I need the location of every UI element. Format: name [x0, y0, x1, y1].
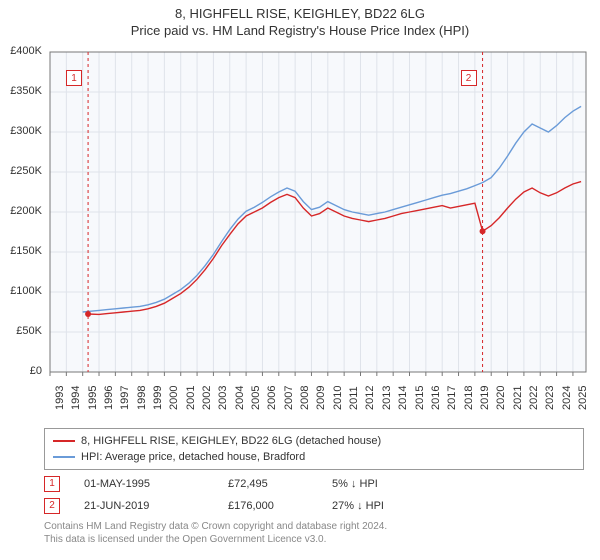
x-tick-label: 2024 — [561, 386, 573, 410]
y-tick-label: £50K — [2, 325, 42, 337]
y-tick-label: £150K — [2, 245, 42, 257]
x-tick-label: 2012 — [364, 386, 376, 410]
x-tick-label: 2023 — [544, 386, 556, 410]
x-tick-label: 2003 — [217, 386, 229, 410]
y-tick-label: £0 — [2, 365, 42, 377]
x-tick-label: 1996 — [103, 386, 115, 410]
plot-marker-badge: 2 — [461, 70, 477, 86]
x-tick-label: 2015 — [414, 386, 426, 410]
x-tick-label: 2008 — [299, 386, 311, 410]
marker-badge-1: 1 — [44, 476, 60, 492]
legend-row-price-paid: 8, HIGHFELL RISE, KEIGHLEY, BD22 6LG (de… — [53, 433, 575, 449]
line-chart-svg — [0, 44, 600, 424]
title-block: 8, HIGHFELL RISE, KEIGHLEY, BD22 6LG Pri… — [0, 0, 600, 38]
x-tick-label: 2025 — [577, 386, 589, 410]
chart-container: 8, HIGHFELL RISE, KEIGHLEY, BD22 6LG Pri… — [0, 0, 600, 560]
legend-swatch-hpi — [53, 456, 75, 458]
marker-price-1: £72,495 — [228, 478, 308, 490]
x-tick-label: 2009 — [315, 386, 327, 410]
x-tick-label: 1997 — [119, 386, 131, 410]
x-tick-label: 1993 — [54, 386, 66, 410]
marker-price-2: £176,000 — [228, 500, 308, 512]
legend-label-hpi: HPI: Average price, detached house, Brad… — [81, 449, 305, 465]
x-tick-label: 2002 — [201, 386, 213, 410]
x-tick-label: 1994 — [70, 386, 82, 410]
attribution-line1: Contains HM Land Registry data © Crown c… — [44, 520, 584, 533]
x-tick-label: 2006 — [266, 386, 278, 410]
marker-row-2: 2 21-JUN-2019 £176,000 27% ↓ HPI — [44, 498, 584, 514]
x-tick-label: 2013 — [381, 386, 393, 410]
x-tick-label: 2007 — [283, 386, 295, 410]
legend-row-hpi: HPI: Average price, detached house, Brad… — [53, 449, 575, 465]
marker-badge-2-text: 2 — [49, 501, 55, 511]
attribution-line2: This data is licensed under the Open Gov… — [44, 533, 584, 546]
x-tick-label: 2010 — [332, 386, 344, 410]
title-address: 8, HIGHFELL RISE, KEIGHLEY, BD22 6LG — [0, 6, 600, 21]
y-tick-label: £250K — [2, 165, 42, 177]
x-tick-label: 2014 — [397, 386, 409, 410]
x-tick-label: 2005 — [250, 386, 262, 410]
legend-swatch-price-paid — [53, 440, 75, 442]
x-tick-label: 2018 — [463, 386, 475, 410]
marker-pct-1: 5% ↓ HPI — [332, 478, 442, 490]
x-tick-label: 2020 — [495, 386, 507, 410]
marker-badge-1-text: 1 — [49, 479, 55, 489]
y-tick-label: £350K — [2, 85, 42, 97]
x-tick-label: 2000 — [168, 386, 180, 410]
title-subtitle: Price paid vs. HM Land Registry's House … — [0, 23, 600, 38]
x-tick-label: 2019 — [479, 386, 491, 410]
x-tick-label: 2004 — [234, 386, 246, 410]
legend-box: 8, HIGHFELL RISE, KEIGHLEY, BD22 6LG (de… — [44, 428, 584, 470]
plot-marker-badge: 1 — [66, 70, 82, 86]
marker-pct-2: 27% ↓ HPI — [332, 500, 442, 512]
x-tick-label: 2022 — [528, 386, 540, 410]
x-tick-label: 1995 — [87, 386, 99, 410]
y-tick-label: £200K — [2, 205, 42, 217]
attribution-text: Contains HM Land Registry data © Crown c… — [44, 520, 584, 546]
legend-label-price-paid: 8, HIGHFELL RISE, KEIGHLEY, BD22 6LG (de… — [81, 433, 381, 449]
x-tick-label: 1999 — [152, 386, 164, 410]
y-tick-label: £300K — [2, 125, 42, 137]
x-tick-label: 2021 — [512, 386, 524, 410]
marker-date-2: 21-JUN-2019 — [84, 500, 204, 512]
marker-row-1: 1 01-MAY-1995 £72,495 5% ↓ HPI — [44, 476, 584, 492]
marker-date-1: 01-MAY-1995 — [84, 478, 204, 490]
sale-markers-block: 1 01-MAY-1995 £72,495 5% ↓ HPI 2 21-JUN-… — [44, 470, 584, 514]
x-tick-label: 2001 — [185, 386, 197, 410]
chart-area: £0 £50K £100K £150K £200K £250K £300K £350K £400… — [0, 44, 600, 424]
x-tick-label: 2016 — [430, 386, 442, 410]
x-tick-label: 2011 — [348, 386, 360, 410]
x-tick-label: 1998 — [136, 386, 148, 410]
marker-badge-2: 2 — [44, 498, 60, 514]
y-tick-label: £400K — [2, 45, 42, 57]
x-tick-label: 2017 — [446, 386, 458, 410]
y-tick-label: £100K — [2, 285, 42, 297]
